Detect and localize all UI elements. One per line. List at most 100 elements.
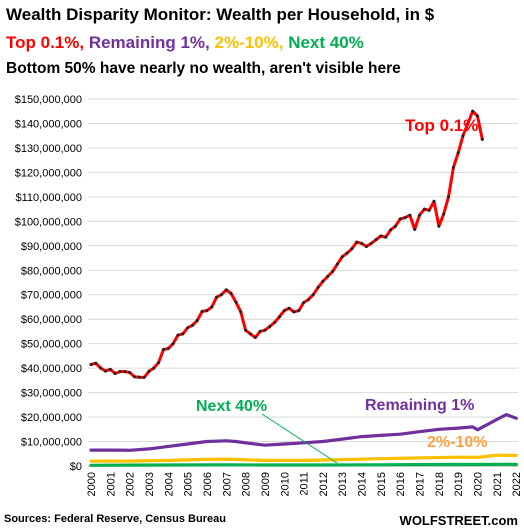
data-point — [331, 269, 335, 273]
data-point — [244, 328, 248, 332]
series-annotations: Top 0.1% Remaining 1% 2%-10% Next 40% — [196, 116, 487, 464]
data-point — [360, 241, 364, 245]
data-point — [229, 292, 233, 296]
x-tick-label: 2015 — [376, 472, 388, 496]
data-point — [210, 305, 214, 309]
data-point — [99, 366, 103, 370]
y-tick-label: $100,000,000 — [15, 216, 82, 228]
data-point — [205, 309, 209, 313]
x-tick-label: 2004 — [163, 472, 175, 496]
data-point — [316, 285, 320, 289]
data-point — [379, 234, 383, 238]
data-point — [128, 371, 132, 375]
data-point — [161, 348, 165, 352]
data-point — [418, 213, 422, 217]
series-line-2-10- — [89, 453, 518, 463]
legend-top01: Top 0.1%, — [6, 33, 85, 52]
data-point — [302, 301, 306, 305]
data-point — [253, 336, 257, 340]
data-point — [273, 320, 277, 324]
y-tick-label: $150,000,000 — [15, 94, 82, 106]
data-point — [297, 309, 301, 313]
x-tick-label: 2021 — [492, 472, 504, 496]
data-point — [350, 247, 354, 251]
y-tick-label: $40,000,000 — [21, 363, 82, 375]
x-tick-label: 2014 — [357, 472, 369, 496]
annotation-label: 2%-10% — [427, 434, 487, 451]
legend-next40: Next 40% — [288, 33, 364, 52]
data-point — [277, 315, 281, 319]
annotation-label: Top 0.1% — [405, 116, 478, 135]
data-point — [355, 240, 359, 244]
x-tick-label: 2022 — [511, 472, 523, 496]
legend-line: Top 0.1%, Remaining 1%, 2%-10%, Next 40% — [6, 33, 364, 53]
data-point — [374, 238, 378, 242]
x-tick-label: 2009 — [260, 472, 272, 496]
chart-subtitle: Bottom 50% have nearly no wealth, aren't… — [6, 60, 401, 77]
x-tick-label: 2020 — [473, 472, 485, 496]
data-point — [480, 137, 484, 141]
data-point — [282, 309, 286, 313]
data-point — [389, 228, 393, 232]
x-tick-label: 2005 — [183, 472, 195, 496]
data-point — [466, 121, 470, 125]
data-point — [219, 293, 223, 297]
y-tick-label: $120,000,000 — [15, 167, 82, 179]
x-tick-label: 2003 — [144, 472, 156, 496]
data-point — [132, 375, 136, 379]
series-line-next-40- — [89, 462, 518, 467]
data-point — [321, 279, 325, 283]
data-point — [200, 309, 204, 313]
x-tick-label: 2016 — [395, 472, 407, 496]
x-tick-label: 2011 — [299, 472, 311, 496]
data-point — [108, 367, 112, 371]
data-point — [113, 372, 117, 376]
source-note: Sources: Federal Reserve, Census Bureau — [4, 513, 226, 525]
annotation-label: Remaining 1% — [365, 397, 474, 414]
y-tick-label: $110,000,000 — [16, 192, 82, 204]
data-point — [287, 306, 291, 310]
data-point — [171, 342, 175, 346]
data-point — [398, 217, 402, 221]
data-point — [103, 369, 107, 373]
series-line-top-0-1- — [89, 109, 484, 379]
data-point — [335, 262, 339, 266]
x-tick-label: 2007 — [221, 472, 233, 496]
y-tick-label: $80,000,000 — [21, 265, 82, 277]
x-tick-label: 2017 — [415, 472, 427, 496]
data-point — [147, 369, 151, 373]
x-tick-label: 2006 — [202, 472, 214, 496]
x-tick-label: 2010 — [279, 472, 291, 496]
data-point — [234, 300, 238, 304]
data-point — [292, 310, 296, 314]
data-point — [190, 323, 194, 327]
y-axis-ticks: $0 $10,000,000 $20,000,000 $30,000,000 $40,0… — [15, 94, 82, 473]
data-point — [461, 134, 465, 138]
data-point — [451, 166, 455, 170]
y-tick-label: $90,000,000 — [21, 241, 82, 253]
y-tick-label: $0 — [70, 461, 82, 473]
x-tick-label: 2018 — [434, 472, 446, 496]
data-point — [432, 199, 436, 203]
data-point — [476, 114, 480, 118]
data-point — [89, 362, 93, 366]
y-tick-label: $130,000,000 — [15, 143, 82, 155]
x-tick-label: 2012 — [318, 472, 330, 496]
data-point — [152, 366, 156, 370]
data-point — [94, 361, 98, 365]
data-point — [181, 332, 185, 336]
data-point — [118, 370, 122, 374]
data-point — [258, 329, 262, 333]
data-point — [413, 227, 417, 231]
data-point — [268, 325, 272, 329]
data-point — [123, 370, 127, 374]
data-point — [263, 328, 267, 332]
data-point — [157, 361, 161, 365]
data-point — [403, 216, 407, 220]
annotation-label: Next 40% — [196, 398, 267, 415]
y-tick-label: $60,000,000 — [21, 314, 82, 326]
y-tick-label: $50,000,000 — [21, 339, 82, 351]
data-point — [224, 288, 228, 292]
data-point — [186, 326, 190, 330]
